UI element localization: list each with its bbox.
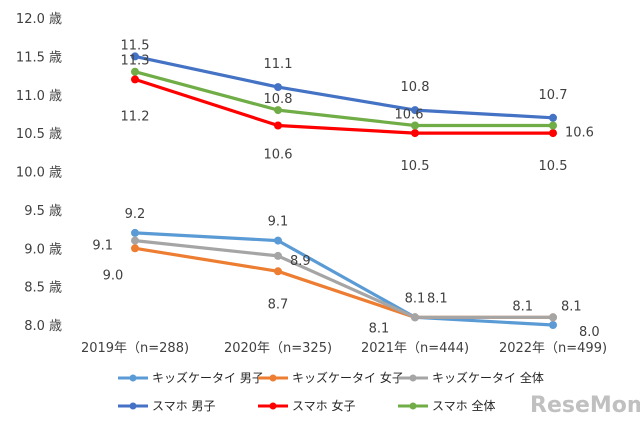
- data-point: [549, 121, 557, 130]
- data-label: 8.1: [405, 291, 426, 306]
- series-line: [134, 246, 553, 319]
- legend-label: スマホ 男子: [152, 399, 215, 413]
- data-label: 11.5: [121, 38, 150, 53]
- data-point: [274, 267, 282, 276]
- data-point: [274, 121, 282, 130]
- data-label: 10.6: [264, 147, 293, 162]
- data-point: [131, 75, 139, 84]
- data-point: [411, 129, 419, 138]
- legend-label: キッズケータイ 女子: [292, 370, 404, 385]
- data-point: [549, 321, 557, 329]
- data-label: 10.8: [401, 80, 430, 95]
- legend-marker: [269, 402, 277, 410]
- legend-marker: [269, 374, 277, 382]
- legend-label: スマホ 女子: [292, 398, 355, 413]
- data-labels: 9.29.18.18.09.08.78.18.19.18.98.18.111.5…: [92, 38, 599, 340]
- y-tick-label: 10.0 歳: [16, 166, 62, 181]
- y-tick-label: 11.5 歳: [16, 50, 62, 65]
- data-label: 11.3: [121, 54, 150, 69]
- data-label: 11.1: [264, 57, 293, 72]
- x-tick-label: 2020年（n=325): [224, 341, 332, 356]
- x-axis: 2019年（n=288) 2020年（n=325) 2021年（n=444) 2022…: [81, 341, 607, 356]
- data-label: 8.9: [290, 254, 311, 269]
- data-label: 9.0: [103, 268, 124, 283]
- resemom-logo: ReseMom: [530, 393, 640, 418]
- data-point: [274, 236, 282, 245]
- legend-label: キッズケータイ 全体: [432, 370, 544, 385]
- y-tick-label: 9.0 歳: [24, 242, 62, 257]
- y-tick-label: 8.0 歳: [24, 319, 62, 334]
- data-label: 10.8: [264, 92, 293, 107]
- data-label: 9.2: [125, 207, 146, 222]
- data-label: 8.1: [427, 291, 448, 306]
- data-point: [274, 251, 282, 260]
- series-lines: [134, 54, 554, 327]
- y-tick-label: 9.5 歳: [24, 204, 62, 219]
- data-point: [411, 106, 419, 115]
- data-label: 10.7: [539, 88, 568, 103]
- data-point: [131, 67, 139, 76]
- data-point: [274, 83, 282, 92]
- series-line: [134, 77, 553, 135]
- series-line: [134, 231, 554, 327]
- y-tick-label: 11.0 歳: [16, 89, 62, 104]
- x-tick-label: 2019年（n=288): [81, 341, 189, 356]
- y-tick-label: 12.0 歳: [16, 12, 62, 27]
- data-point: [274, 106, 282, 115]
- y-tick-label: 8.5 歳: [24, 281, 62, 296]
- data-point: [411, 313, 419, 322]
- y-axis: 8.0 歳 8.5 歳 9.0 歳 9.5 歳 10.0 歳 10.5 歳 11.0 歳 11…: [16, 12, 62, 334]
- data-point: [131, 244, 139, 253]
- legend-marker: [409, 402, 417, 410]
- y-tick-label: 10.5 歳: [16, 127, 62, 142]
- data-label: 10.6: [565, 125, 594, 140]
- x-tick-label: 2021年（n=444): [361, 341, 469, 356]
- data-point: [131, 236, 139, 245]
- data-point: [411, 121, 419, 130]
- data-point: [131, 52, 139, 61]
- data-point: [549, 129, 557, 138]
- legend-label: スマホ 全体: [432, 398, 495, 413]
- data-point: [549, 113, 557, 122]
- logo-text: ReseMom: [530, 393, 640, 418]
- x-tick-label: 2022年（n=499): [499, 341, 607, 356]
- data-label: 8.1: [512, 299, 533, 314]
- data-label: 10.6: [395, 107, 424, 122]
- data-point: [131, 228, 139, 237]
- data-label: 8.1: [369, 321, 390, 336]
- legend-label: キッズケータイ 男子: [152, 370, 264, 385]
- data-label: 8.0: [579, 325, 600, 340]
- data-label: 8.7: [268, 297, 289, 312]
- data-label: 9.1: [268, 215, 289, 230]
- data-label: 11.2: [121, 109, 150, 124]
- legend-marker: [409, 374, 417, 382]
- series-line: [134, 239, 553, 319]
- data-label: 8.1: [561, 299, 582, 314]
- series-line: [134, 70, 553, 128]
- legend-marker: [129, 402, 137, 410]
- series-line: [134, 54, 554, 120]
- data-point: [549, 313, 557, 322]
- legend-marker: [129, 374, 137, 382]
- data-label: 9.1: [92, 239, 113, 254]
- data-label: 10.5: [401, 159, 430, 174]
- series-markers: [131, 52, 557, 329]
- data-label: 10.5: [539, 159, 568, 174]
